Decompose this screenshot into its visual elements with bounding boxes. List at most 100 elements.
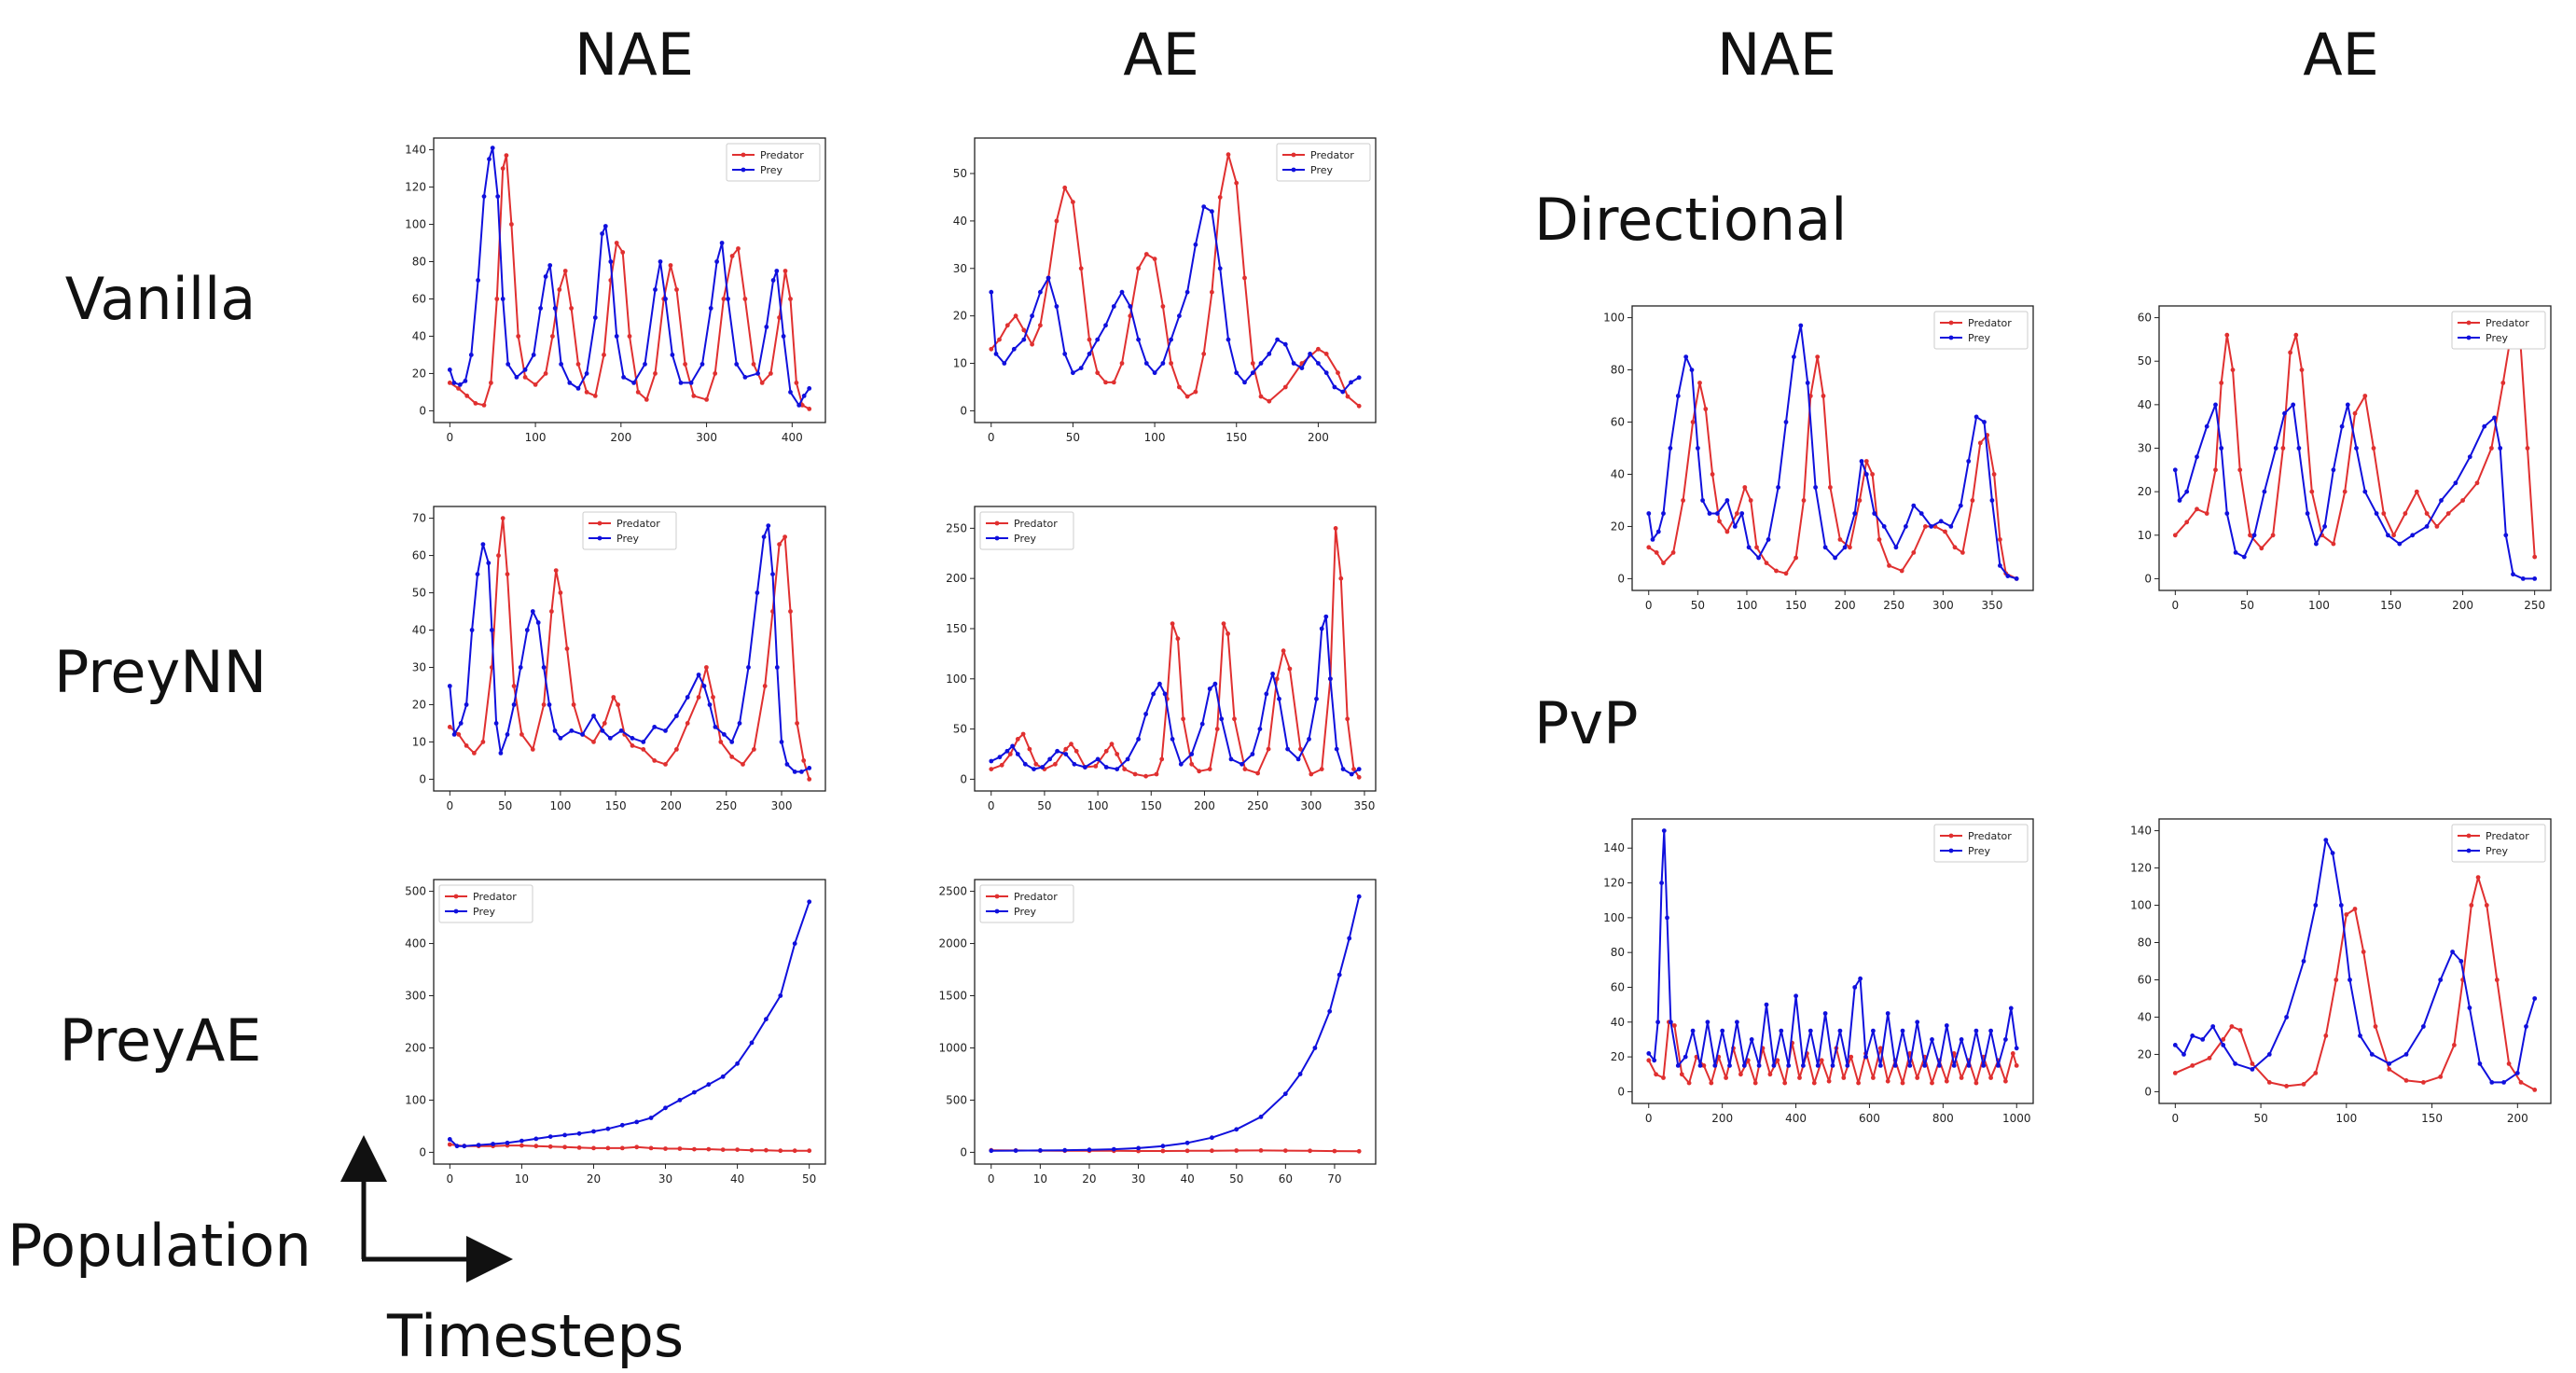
data-point-predator [741, 762, 745, 767]
data-point-predator [553, 568, 559, 573]
data-point-prey [1291, 361, 1296, 366]
data-point-prey [2347, 978, 2352, 982]
data-point-prey [2005, 574, 2011, 578]
data-point-prey [1982, 420, 1987, 424]
data-point-prey [2233, 1061, 2237, 1066]
data-point-prey [1136, 1145, 1141, 1151]
data-point-prey [1974, 1028, 1979, 1033]
data-point-prey [2177, 498, 2182, 503]
data-point-prey [1948, 524, 1954, 529]
data-point-predator [2474, 480, 2480, 486]
chart-preynn-nae: 0 50 100 150 200 250 300 0 10 20 30 40 50 60 70 Predato… [412, 506, 826, 812]
data-point-predator [749, 1147, 755, 1153]
data-point-prey [1696, 446, 1700, 451]
data-point-prey [1356, 767, 1362, 771]
data-point-prey [1125, 756, 1130, 762]
data-point-prey [1316, 361, 1321, 366]
data-point-prey [1319, 626, 1324, 631]
data-point-prey [1083, 765, 1087, 770]
data-point-predator [558, 590, 563, 595]
data-point-predator [2361, 950, 2366, 954]
data-point-predator [2250, 1061, 2255, 1066]
data-point-predator [2371, 446, 2376, 451]
data-point-prey [1160, 361, 1166, 366]
data-point-prey [670, 353, 675, 357]
legend-label: Prey [1968, 332, 1990, 344]
data-point-prey [1690, 1028, 1696, 1033]
x-tick-label: 100 [549, 799, 571, 812]
y-tick-label: 0 [419, 772, 426, 785]
x-tick-label: 100 [2335, 1112, 2357, 1125]
data-point-prey [1741, 1063, 1747, 1068]
data-point-prey [2190, 1033, 2195, 1038]
data-point-prey [468, 353, 474, 357]
data-point-prey [580, 732, 585, 737]
data-point-predator [591, 740, 596, 744]
data-point-predator [1007, 752, 1013, 756]
data-point-predator [1943, 529, 1947, 534]
data-point-predator [807, 777, 812, 782]
data-point-prey [530, 609, 535, 614]
x-tick-label: 0 [988, 431, 995, 444]
data-point-predator [674, 747, 679, 752]
data-point-predator [1752, 1080, 1758, 1086]
data-point-prey [696, 673, 701, 677]
data-point-prey [2458, 959, 2464, 964]
data-point-prey [1151, 691, 1156, 697]
data-point-prey [746, 665, 751, 670]
x-tick-label: 50 [1066, 431, 1080, 444]
data-point-prey [463, 379, 468, 383]
data-point-predator [997, 337, 1002, 342]
data-point-prey [2213, 402, 2218, 408]
data-point-prey [1010, 743, 1015, 749]
data-point-prey [1981, 1063, 1987, 1068]
axis-hint-population: Population [7, 1212, 312, 1280]
data-point-prey [1162, 691, 1168, 697]
legend-label: Prey [2486, 845, 2508, 857]
data-point-predator [1794, 555, 1798, 561]
data-point-prey [1735, 1019, 1739, 1025]
data-point-predator [752, 747, 756, 752]
data-point-prey [2181, 1052, 2186, 1057]
data-point-prey [688, 381, 694, 385]
legend-marker [1948, 320, 1954, 326]
data-point-predator [1748, 498, 1753, 503]
x-tick-label: 150 [1141, 799, 1162, 812]
data-point-predator [1095, 370, 1101, 376]
x-tick-label: 20 [1082, 1172, 1096, 1186]
legend-marker [994, 535, 1000, 541]
data-point-prey [1103, 323, 1108, 328]
data-point-predator [1309, 771, 1314, 777]
legend-marker [597, 520, 602, 526]
data-point-prey [1951, 1063, 1957, 1068]
legend-label: Predator [1014, 518, 1058, 530]
data-point-prey [1815, 1063, 1821, 1068]
col-header-right-nae: NAE [1717, 21, 1836, 89]
y-tick-label: 40 [1611, 467, 1625, 480]
data-point-predator [1316, 346, 1321, 352]
data-point-prey [761, 534, 767, 539]
data-point-prey [2251, 533, 2257, 538]
data-point-prey [1071, 370, 1075, 376]
data-point-predator [1136, 266, 1141, 271]
legend-marker [597, 535, 602, 541]
data-point-predator [2172, 1071, 2178, 1075]
legend-marker [2466, 848, 2472, 853]
data-point-predator [519, 732, 524, 737]
data-point-prey [653, 287, 658, 292]
y-tick-label: 60 [412, 292, 426, 305]
data-point-prey [1792, 354, 1796, 359]
data-point-predator [2445, 511, 2451, 516]
data-point-predator [2532, 554, 2538, 560]
x-tick-label: 0 [447, 799, 454, 812]
data-point-predator [611, 695, 616, 700]
data-point-predator [683, 362, 687, 367]
data-point-predator [1646, 545, 1652, 550]
data-point-predator [1027, 746, 1032, 752]
data-point-predator [1267, 398, 1272, 404]
x-tick-label: 300 [1300, 799, 1322, 812]
data-point-prey [631, 381, 636, 385]
x-tick-label: 200 [610, 431, 631, 444]
data-point-prey [600, 728, 605, 733]
data-point-predator [1764, 561, 1769, 565]
